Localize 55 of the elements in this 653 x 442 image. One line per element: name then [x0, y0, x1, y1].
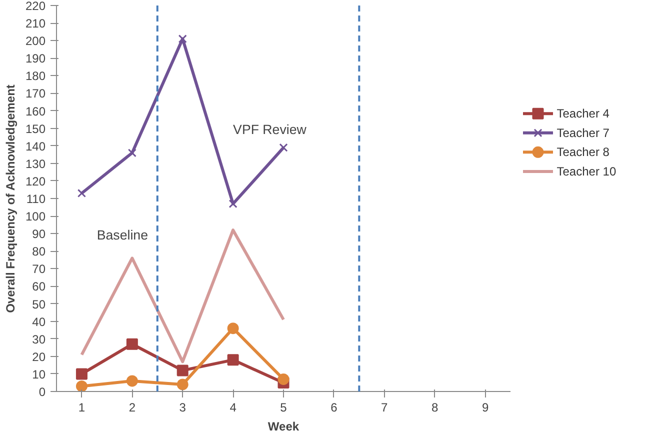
- y-tick-label: 100: [25, 210, 46, 224]
- annotation: Baseline: [96, 227, 148, 242]
- point: [279, 143, 288, 152]
- x-tick-label: 5: [280, 400, 288, 414]
- y-tick-label: 40: [32, 314, 46, 329]
- legend-label: Teacher 10: [556, 164, 616, 178]
- point: [228, 199, 238, 208]
- y-tick-label: 60: [32, 280, 46, 294]
- y-tick-label: 10: [32, 367, 46, 382]
- point: [278, 373, 290, 385]
- point: [227, 354, 239, 366]
- legend-label: Teacher 7: [556, 126, 610, 140]
- y-tick-label: 80: [32, 244, 46, 259]
- y-tick-label: 50: [32, 297, 46, 312]
- y-tick-label: 20: [32, 350, 46, 364]
- y-tick-label: 70: [32, 262, 46, 276]
- point: [76, 368, 88, 380]
- y-tick-label: 220: [25, 0, 46, 13]
- y-tick-label: 120: [25, 174, 46, 188]
- x-tick-label: 7: [381, 400, 388, 414]
- point: [227, 322, 239, 334]
- x-tick-label: 8: [431, 400, 438, 414]
- y-tick-label: 200: [25, 34, 46, 48]
- x-tick-label: 9: [482, 400, 489, 414]
- y-tick-label: 190: [25, 52, 46, 66]
- x-tick-label: 1: [78, 400, 86, 414]
- x-tick-label: 4: [230, 400, 237, 414]
- y-axis-title: Overall Frequency of Acknowledgement: [3, 84, 18, 313]
- point: [176, 378, 188, 390]
- y-tick-label: 180: [25, 69, 46, 84]
- y-tick-label: 160: [25, 104, 46, 118]
- point: [178, 34, 187, 44]
- point: [76, 380, 88, 392]
- legend-label: Teacher 8: [556, 145, 610, 160]
- point: [128, 148, 136, 158]
- y-tick-label: 130: [25, 156, 46, 171]
- point: [126, 375, 138, 387]
- x-tick-label: 2: [128, 400, 136, 414]
- x-axis-title: Week: [268, 420, 300, 434]
- y-tick-label: 140: [25, 139, 46, 154]
- y-tick-label: 30: [32, 332, 46, 346]
- x-tick-label: 3: [179, 400, 186, 414]
- y-tick-label: 150: [25, 122, 46, 136]
- y-tick-label: 0: [38, 385, 46, 399]
- point: [176, 364, 188, 376]
- legend-label: Teacher 4: [556, 106, 610, 121]
- point: [126, 338, 138, 350]
- annotation: VPF Review: [233, 122, 307, 138]
- x-tick-label: 6: [330, 400, 338, 414]
- y-tick-label: 170: [25, 86, 46, 101]
- y-tick-label: 210: [25, 16, 46, 31]
- y-tick-label: 110: [26, 192, 46, 206]
- point: [77, 188, 86, 198]
- line-series: [80, 228, 285, 364]
- y-tick-label: 90: [32, 227, 46, 242]
